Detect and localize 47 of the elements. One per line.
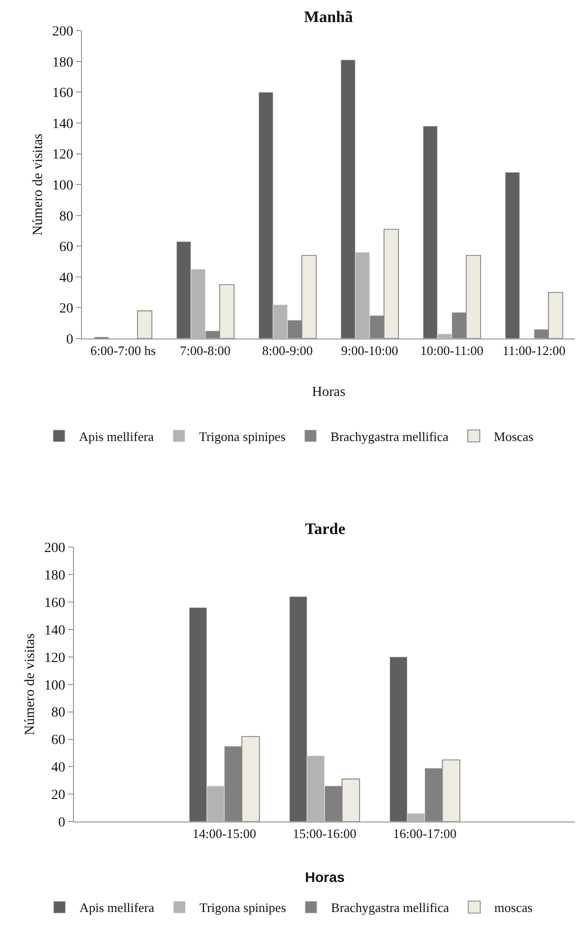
legend-label: Brachygastra mellifica bbox=[330, 428, 449, 444]
x-tick-label: 10:00-11:00 bbox=[420, 343, 484, 358]
x-axis-title: Horas bbox=[305, 869, 345, 885]
chart-title: Tarde bbox=[305, 521, 346, 538]
x-tick-label: 15:00-16:00 bbox=[292, 826, 356, 842]
legend-label: Trigona spinipes bbox=[198, 428, 286, 444]
legend-label: Moscas bbox=[494, 428, 534, 444]
x-tick-label: 9:00-10:00 bbox=[341, 343, 398, 358]
y-tick-label: 80 bbox=[51, 706, 66, 721]
y-tick-label: 80 bbox=[59, 209, 74, 224]
y-tick-label: 140 bbox=[52, 116, 74, 132]
y-tick-label: 180 bbox=[52, 55, 74, 70]
x-tick-label: 16:00-17:00 bbox=[393, 826, 457, 842]
y-tick-label: 160 bbox=[52, 86, 74, 102]
legend-label: moscas bbox=[494, 900, 533, 916]
y-tick-label: 40 bbox=[59, 270, 74, 286]
y-tick-label: 200 bbox=[44, 541, 66, 556]
legend-label: Trigona spinipes bbox=[199, 900, 286, 916]
y-tick-label: 0 bbox=[66, 332, 74, 348]
legend-label: Apis mellifera bbox=[80, 900, 154, 916]
x-tick-label: 6:00-7:00 hs bbox=[90, 343, 156, 358]
y-tick-label: 0 bbox=[58, 816, 66, 831]
x-tick-label: 11:00-12:00 bbox=[502, 343, 566, 358]
bar bbox=[505, 172, 520, 339]
x-tick-label: 14:00-15:00 bbox=[192, 826, 256, 842]
x-tick-label: 7:00-8:00 bbox=[180, 343, 231, 358]
y-tick-label: 100 bbox=[52, 178, 74, 194]
y-tick-label: 140 bbox=[44, 623, 66, 638]
y-tick-label: 200 bbox=[52, 24, 74, 40]
y-tick-label: 40 bbox=[51, 760, 66, 776]
bar bbox=[137, 310, 152, 339]
y-tick-label: 180 bbox=[44, 568, 66, 584]
chart-title: Manhã bbox=[304, 9, 353, 26]
y-tick-label: 60 bbox=[59, 240, 74, 256]
y-tick-label: 20 bbox=[51, 788, 66, 804]
y-axis-title: Número de visitas bbox=[30, 134, 46, 236]
y-tick-label: 160 bbox=[44, 596, 66, 611]
y-axis-title: Número de visitas bbox=[22, 633, 38, 736]
x-tick-label: 8:00-9:00 bbox=[262, 343, 313, 358]
legend-label: Brachygastra mellifica bbox=[331, 900, 450, 916]
y-tick-label: 100 bbox=[44, 678, 66, 694]
legend-label: Apis mellifera bbox=[79, 428, 154, 444]
y-tick-label: 120 bbox=[52, 148, 74, 163]
x-axis-title: Horas bbox=[312, 385, 346, 400]
y-tick-label: 120 bbox=[44, 650, 66, 666]
y-tick-label: 60 bbox=[51, 733, 66, 748]
y-tick-label: 20 bbox=[59, 302, 74, 317]
